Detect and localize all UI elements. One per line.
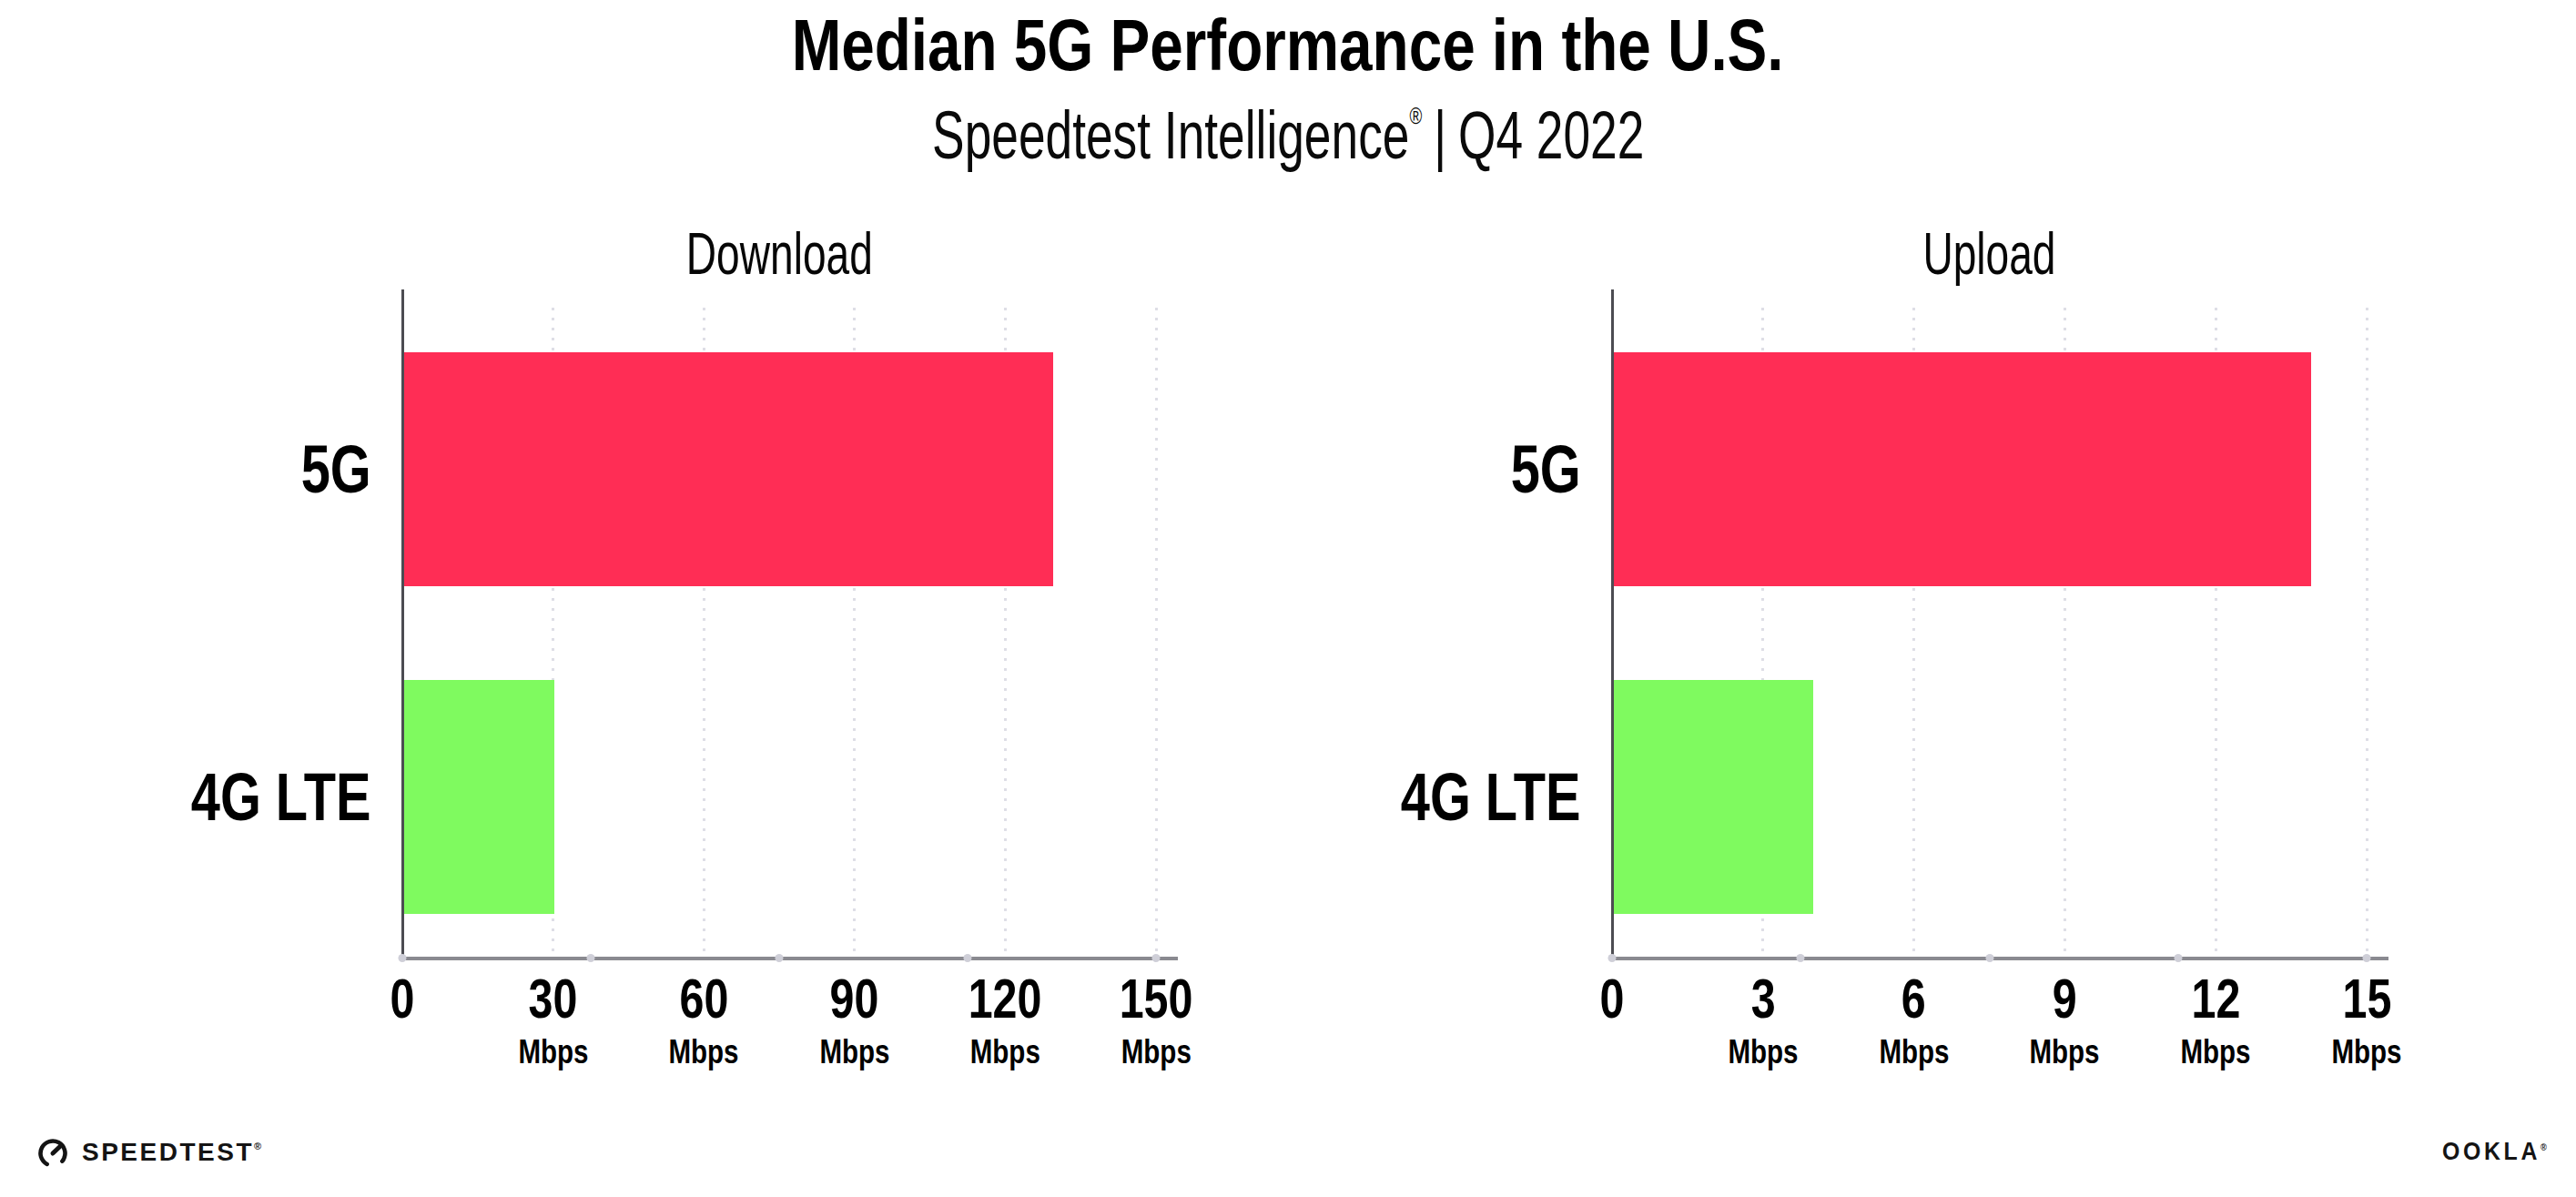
axis-tick-dot	[964, 954, 972, 962]
category-label-text: 5G	[1511, 431, 1581, 508]
bar-5g	[1612, 352, 2311, 586]
x-tick-unit-text: Mbps	[2030, 1036, 2100, 1069]
axis-tick-dot	[2363, 954, 2371, 962]
x-tick-unit-text: Mbps	[819, 1036, 889, 1069]
axis-tick-dot	[2174, 954, 2182, 962]
x-tick-unit-text: Mbps	[669, 1036, 739, 1069]
gridline-150	[1154, 304, 1159, 959]
x-tick-value: 150	[1120, 970, 1193, 1027]
x-tick-value: 12	[2191, 970, 2240, 1027]
x-tick-15: 15 Mbps	[2324, 970, 2409, 1069]
axis-tick-dot	[1985, 954, 1993, 962]
x-tick-unit: Mbps	[511, 1036, 596, 1069]
x-tick-value: 60	[679, 970, 728, 1027]
x-tick-value: 120	[969, 970, 1042, 1027]
upload-category-labels: 5G 4G LTE	[1199, 300, 1581, 959]
x-tick-6: 6 Mbps	[1871, 970, 1957, 1069]
x-tick-unit: Mbps	[2022, 1036, 2107, 1069]
ookla-registered-mark: ®	[2541, 1142, 2547, 1152]
download-chart-title-text: Download	[686, 220, 873, 288]
registered-mark: ®	[1409, 102, 1422, 129]
x-tick-value: 9	[2053, 970, 2077, 1027]
x-tick-unit: Mbps	[2324, 1036, 2409, 1069]
category-label-5g: 5G	[1199, 352, 1581, 586]
x-tick-90: 90 Mbps	[812, 970, 898, 1069]
category-label-4g-lte: 4G LTE	[1199, 680, 1581, 914]
x-tick-unit-text: Mbps	[518, 1036, 588, 1069]
speedtest-gauge-icon	[35, 1134, 71, 1171]
category-label-text: 4G LTE	[191, 758, 371, 836]
download-x-axis-labels: 030Mbps60Mbps90Mbps120Mbps150Mbps	[402, 970, 1156, 1107]
axis-tick-dot	[399, 954, 407, 962]
x-tick-unit: Mbps	[958, 1036, 1052, 1069]
x-tick-value: 6	[1902, 970, 1926, 1027]
x-tick-12: 12 Mbps	[2173, 970, 2258, 1069]
x-tick-unit: Mbps	[812, 1036, 898, 1069]
bar-4g-lte	[402, 680, 554, 914]
axis-tick-dot	[776, 954, 784, 962]
speedtest-wordmark-text: SPEEDTEST	[82, 1138, 254, 1166]
upload-chart: Upload 5G4G LTE 03Mbps6Mbps9Mbps12Mbps15…	[1612, 0, 2367, 1197]
ookla-wordmark-text: OOKLA	[2442, 1138, 2541, 1165]
x-tick-unit-text: Mbps	[2331, 1036, 2401, 1069]
x-tick-unit: Mbps	[661, 1036, 746, 1069]
x-tick-unit: Mbps	[1109, 1036, 1202, 1069]
category-label-5g: 5G	[0, 352, 371, 586]
download-chart-title: Download	[348, 220, 1211, 288]
x-tick-unit: Mbps	[1720, 1036, 1806, 1069]
x-tick-unit-text: Mbps	[2181, 1036, 2251, 1069]
ookla-wordmark: OOKLA®	[2442, 1140, 2547, 1164]
x-tick-unit: Mbps	[1871, 1036, 1957, 1069]
x-tick-unit-text: Mbps	[970, 1036, 1040, 1069]
axis-tick-dot	[1152, 954, 1161, 962]
category-label-text: 5G	[301, 431, 371, 508]
download-chart: Download 5G4G LTE 030Mbps60Mbps90Mbps120…	[402, 0, 1156, 1197]
x-tick-value: 30	[529, 970, 578, 1027]
x-tick-value: 0	[390, 970, 415, 1027]
x-tick-unit-text: Mbps	[1728, 1036, 1798, 1069]
ookla-logo: OOKLA®	[2433, 1140, 2547, 1164]
axis-tick-dot	[1797, 954, 1805, 962]
axis-tick-dot	[587, 954, 595, 962]
x-tick-60: 60 Mbps	[661, 970, 746, 1069]
x-tick-120: 120 Mbps	[958, 970, 1052, 1069]
subtitle-divider: |	[1422, 97, 1458, 173]
gridline-15	[2365, 304, 2369, 959]
x-tick-150: 150 Mbps	[1109, 970, 1202, 1069]
x-tick-value: 0	[1600, 970, 1625, 1027]
category-label-text: 4G LTE	[1401, 758, 1581, 836]
bar-5g	[402, 352, 1053, 586]
upload-chart-title-text: Upload	[1922, 220, 2055, 288]
x-tick-unit-text: Mbps	[1879, 1036, 1949, 1069]
x-tick-0: 0	[1597, 970, 1628, 1027]
speedtest-logo: SPEEDTEST®	[35, 1132, 261, 1172]
x-tick-9: 9 Mbps	[2022, 970, 2107, 1069]
x-tick-3: 3 Mbps	[1720, 970, 1806, 1069]
x-tick-value: 3	[1750, 970, 1775, 1027]
x-tick-0: 0	[387, 970, 418, 1027]
x-tick-30: 30 Mbps	[511, 970, 596, 1069]
x-tick-unit: Mbps	[2173, 1036, 2258, 1069]
speedtest-wordmark: SPEEDTEST®	[82, 1140, 261, 1165]
download-plot-area	[402, 300, 1156, 959]
axis-tick-dot	[1608, 954, 1617, 962]
x-tick-unit-text: Mbps	[1121, 1036, 1191, 1069]
category-label-4g-lte: 4G LTE	[0, 680, 371, 914]
speedtest-registered-mark: ®	[254, 1141, 261, 1151]
upload-plot-area	[1612, 300, 2367, 959]
download-category-labels: 5G 4G LTE	[0, 300, 371, 959]
infographic-canvas: Median 5G Performance in the U.S. Speedt…	[0, 0, 2576, 1197]
x-tick-value: 90	[830, 970, 879, 1027]
x-tick-value: 15	[2342, 970, 2391, 1027]
bar-4g-lte	[1612, 680, 1813, 914]
upload-chart-title: Upload	[1557, 220, 2421, 288]
upload-x-axis-labels: 03Mbps6Mbps9Mbps12Mbps15Mbps	[1612, 970, 2367, 1107]
